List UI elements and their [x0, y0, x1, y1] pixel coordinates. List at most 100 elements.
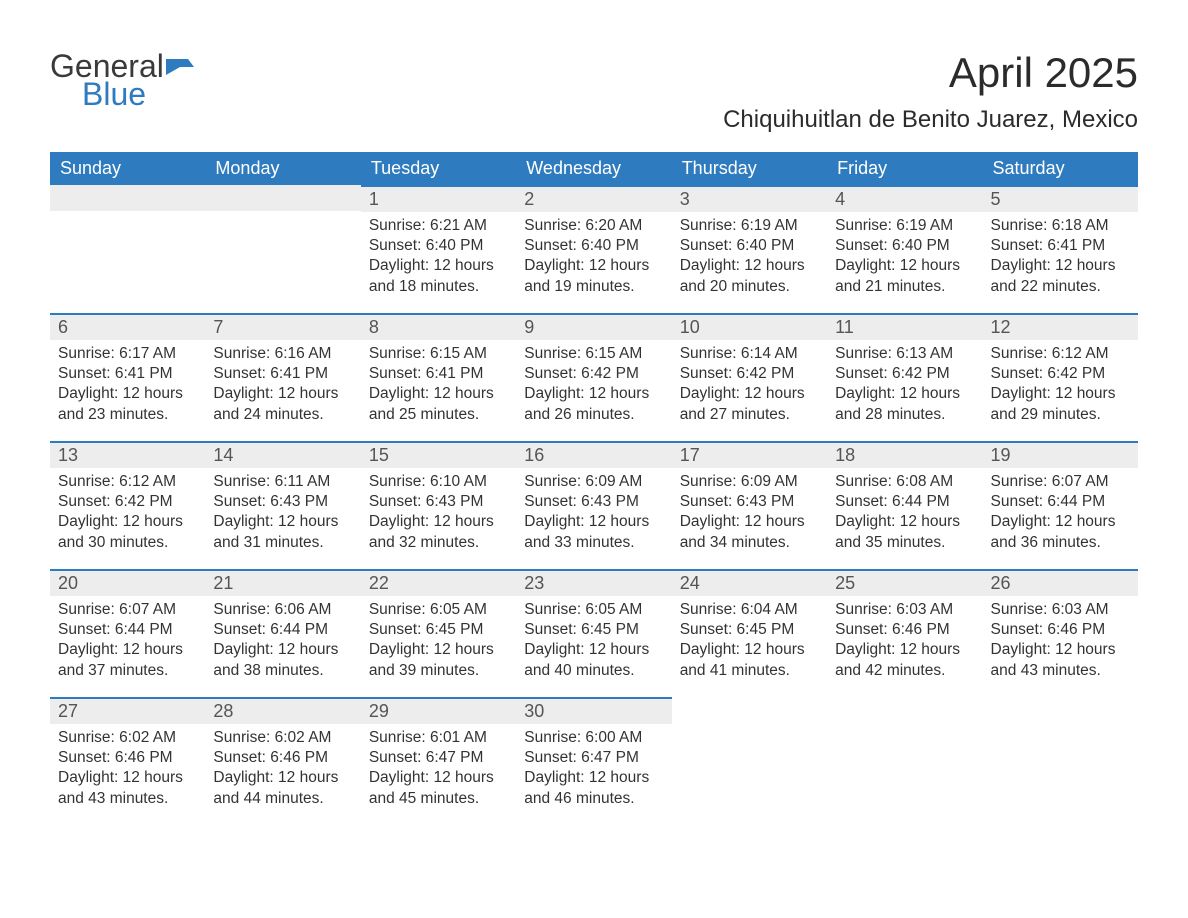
sunrise-line: Sunrise: 6:15 AM [369, 344, 508, 364]
calendar-cell: 6Sunrise: 6:17 AMSunset: 6:41 PMDaylight… [50, 313, 205, 441]
day-wrapper: 18Sunrise: 6:08 AMSunset: 6:44 PMDayligh… [827, 441, 982, 563]
calendar-cell: 24Sunrise: 6:04 AMSunset: 6:45 PMDayligh… [672, 569, 827, 697]
location-subtitle: Chiquihuitlan de Benito Juarez, Mexico [723, 106, 1138, 134]
sunset-line: Sunset: 6:41 PM [213, 364, 352, 384]
calendar-cell: 2Sunrise: 6:20 AMSunset: 6:40 PMDaylight… [516, 185, 671, 313]
daylight-line: Daylight: 12 hours and 33 minutes. [524, 512, 663, 552]
daylight-line: Daylight: 12 hours and 42 minutes. [835, 640, 974, 680]
day-content: Sunrise: 6:09 AMSunset: 6:43 PMDaylight:… [516, 468, 671, 563]
day-number: 15 [361, 443, 516, 468]
sunrise-line: Sunrise: 6:11 AM [213, 472, 352, 492]
title-block: April 2025 Chiquihuitlan de Benito Juare… [723, 50, 1138, 134]
calendar-cell: 4Sunrise: 6:19 AMSunset: 6:40 PMDaylight… [827, 185, 982, 313]
sunrise-line: Sunrise: 6:15 AM [524, 344, 663, 364]
sunset-line: Sunset: 6:42 PM [524, 364, 663, 384]
day-content: Sunrise: 6:07 AMSunset: 6:44 PMDaylight:… [983, 468, 1138, 563]
calendar-cell: 13Sunrise: 6:12 AMSunset: 6:42 PMDayligh… [50, 441, 205, 569]
calendar-cell: 27Sunrise: 6:02 AMSunset: 6:46 PMDayligh… [50, 697, 205, 825]
day-content: Sunrise: 6:03 AMSunset: 6:46 PMDaylight:… [983, 596, 1138, 691]
logo-flag-icon [166, 50, 194, 82]
sunrise-line: Sunrise: 6:19 AM [835, 216, 974, 236]
day-wrapper: 20Sunrise: 6:07 AMSunset: 6:44 PMDayligh… [50, 569, 205, 691]
day-content: Sunrise: 6:05 AMSunset: 6:45 PMDaylight:… [361, 596, 516, 691]
sunrise-line: Sunrise: 6:05 AM [369, 600, 508, 620]
day-number: 21 [205, 571, 360, 596]
day-number: 25 [827, 571, 982, 596]
day-number: 4 [827, 187, 982, 212]
daylight-line: Daylight: 12 hours and 35 minutes. [835, 512, 974, 552]
calendar-week-row: 20Sunrise: 6:07 AMSunset: 6:44 PMDayligh… [50, 569, 1138, 697]
day-number: 20 [50, 571, 205, 596]
calendar-week-row: 27Sunrise: 6:02 AMSunset: 6:46 PMDayligh… [50, 697, 1138, 825]
sunrise-line: Sunrise: 6:16 AM [213, 344, 352, 364]
daylight-line: Daylight: 12 hours and 41 minutes. [680, 640, 819, 680]
sunset-line: Sunset: 6:44 PM [58, 620, 197, 640]
day-number: 19 [983, 443, 1138, 468]
daylight-line: Daylight: 12 hours and 38 minutes. [213, 640, 352, 680]
day-content: Sunrise: 6:07 AMSunset: 6:44 PMDaylight:… [50, 596, 205, 691]
weekday-header: Friday [827, 152, 982, 185]
day-wrapper: 12Sunrise: 6:12 AMSunset: 6:42 PMDayligh… [983, 313, 1138, 435]
day-number: 23 [516, 571, 671, 596]
day-number: 8 [361, 315, 516, 340]
day-number: 26 [983, 571, 1138, 596]
calendar-cell: 10Sunrise: 6:14 AMSunset: 6:42 PMDayligh… [672, 313, 827, 441]
calendar-cell: 25Sunrise: 6:03 AMSunset: 6:46 PMDayligh… [827, 569, 982, 697]
day-wrapper: 4Sunrise: 6:19 AMSunset: 6:40 PMDaylight… [827, 185, 982, 307]
calendar-cell: 14Sunrise: 6:11 AMSunset: 6:43 PMDayligh… [205, 441, 360, 569]
sunrise-line: Sunrise: 6:14 AM [680, 344, 819, 364]
sunrise-line: Sunrise: 6:06 AM [213, 600, 352, 620]
daylight-line: Daylight: 12 hours and 39 minutes. [369, 640, 508, 680]
sunset-line: Sunset: 6:44 PM [835, 492, 974, 512]
weekday-header: Wednesday [516, 152, 671, 185]
sunset-line: Sunset: 6:42 PM [835, 364, 974, 384]
day-wrapper: 16Sunrise: 6:09 AMSunset: 6:43 PMDayligh… [516, 441, 671, 563]
daylight-line: Daylight: 12 hours and 21 minutes. [835, 256, 974, 296]
sunset-line: Sunset: 6:40 PM [835, 236, 974, 256]
daylight-line: Daylight: 12 hours and 44 minutes. [213, 768, 352, 808]
calendar-cell: 12Sunrise: 6:12 AMSunset: 6:42 PMDayligh… [983, 313, 1138, 441]
calendar-cell: 3Sunrise: 6:19 AMSunset: 6:40 PMDaylight… [672, 185, 827, 313]
sunrise-line: Sunrise: 6:20 AM [524, 216, 663, 236]
daylight-line: Daylight: 12 hours and 23 minutes. [58, 384, 197, 424]
day-wrapper: 23Sunrise: 6:05 AMSunset: 6:45 PMDayligh… [516, 569, 671, 691]
day-content: Sunrise: 6:14 AMSunset: 6:42 PMDaylight:… [672, 340, 827, 435]
sunset-line: Sunset: 6:42 PM [58, 492, 197, 512]
day-content: Sunrise: 6:03 AMSunset: 6:46 PMDaylight:… [827, 596, 982, 691]
calendar-cell: 18Sunrise: 6:08 AMSunset: 6:44 PMDayligh… [827, 441, 982, 569]
daylight-line: Daylight: 12 hours and 46 minutes. [524, 768, 663, 808]
weekday-header-row: SundayMondayTuesdayWednesdayThursdayFrid… [50, 152, 1138, 185]
day-number: 14 [205, 443, 360, 468]
day-number: 3 [672, 187, 827, 212]
day-wrapper: 6Sunrise: 6:17 AMSunset: 6:41 PMDaylight… [50, 313, 205, 435]
sunset-line: Sunset: 6:40 PM [680, 236, 819, 256]
day-wrapper: 3Sunrise: 6:19 AMSunset: 6:40 PMDaylight… [672, 185, 827, 307]
weekday-header: Tuesday [361, 152, 516, 185]
sunrise-line: Sunrise: 6:21 AM [369, 216, 508, 236]
sunset-line: Sunset: 6:45 PM [524, 620, 663, 640]
logo: General Blue [50, 50, 194, 110]
day-content: Sunrise: 6:19 AMSunset: 6:40 PMDaylight:… [827, 212, 982, 307]
calendar-cell: 26Sunrise: 6:03 AMSunset: 6:46 PMDayligh… [983, 569, 1138, 697]
sunset-line: Sunset: 6:40 PM [524, 236, 663, 256]
calendar-cell: 9Sunrise: 6:15 AMSunset: 6:42 PMDaylight… [516, 313, 671, 441]
calendar-cell: 21Sunrise: 6:06 AMSunset: 6:44 PMDayligh… [205, 569, 360, 697]
calendar-body: 1Sunrise: 6:21 AMSunset: 6:40 PMDaylight… [50, 185, 1138, 825]
day-content: Sunrise: 6:02 AMSunset: 6:46 PMDaylight:… [205, 724, 360, 819]
day-content: Sunrise: 6:19 AMSunset: 6:40 PMDaylight:… [672, 212, 827, 307]
day-content: Sunrise: 6:13 AMSunset: 6:42 PMDaylight:… [827, 340, 982, 435]
calendar-cell: 11Sunrise: 6:13 AMSunset: 6:42 PMDayligh… [827, 313, 982, 441]
day-content: Sunrise: 6:18 AMSunset: 6:41 PMDaylight:… [983, 212, 1138, 307]
calendar-cell: 8Sunrise: 6:15 AMSunset: 6:41 PMDaylight… [361, 313, 516, 441]
calendar-cell: 15Sunrise: 6:10 AMSunset: 6:43 PMDayligh… [361, 441, 516, 569]
day-number: 7 [205, 315, 360, 340]
sunset-line: Sunset: 6:41 PM [58, 364, 197, 384]
day-wrapper: 11Sunrise: 6:13 AMSunset: 6:42 PMDayligh… [827, 313, 982, 435]
calendar-cell: 30Sunrise: 6:00 AMSunset: 6:47 PMDayligh… [516, 697, 671, 825]
daylight-line: Daylight: 12 hours and 36 minutes. [991, 512, 1130, 552]
calendar-cell [983, 697, 1138, 825]
day-number: 12 [983, 315, 1138, 340]
day-number: 10 [672, 315, 827, 340]
day-wrapper: 9Sunrise: 6:15 AMSunset: 6:42 PMDaylight… [516, 313, 671, 435]
day-wrapper: 7Sunrise: 6:16 AMSunset: 6:41 PMDaylight… [205, 313, 360, 435]
